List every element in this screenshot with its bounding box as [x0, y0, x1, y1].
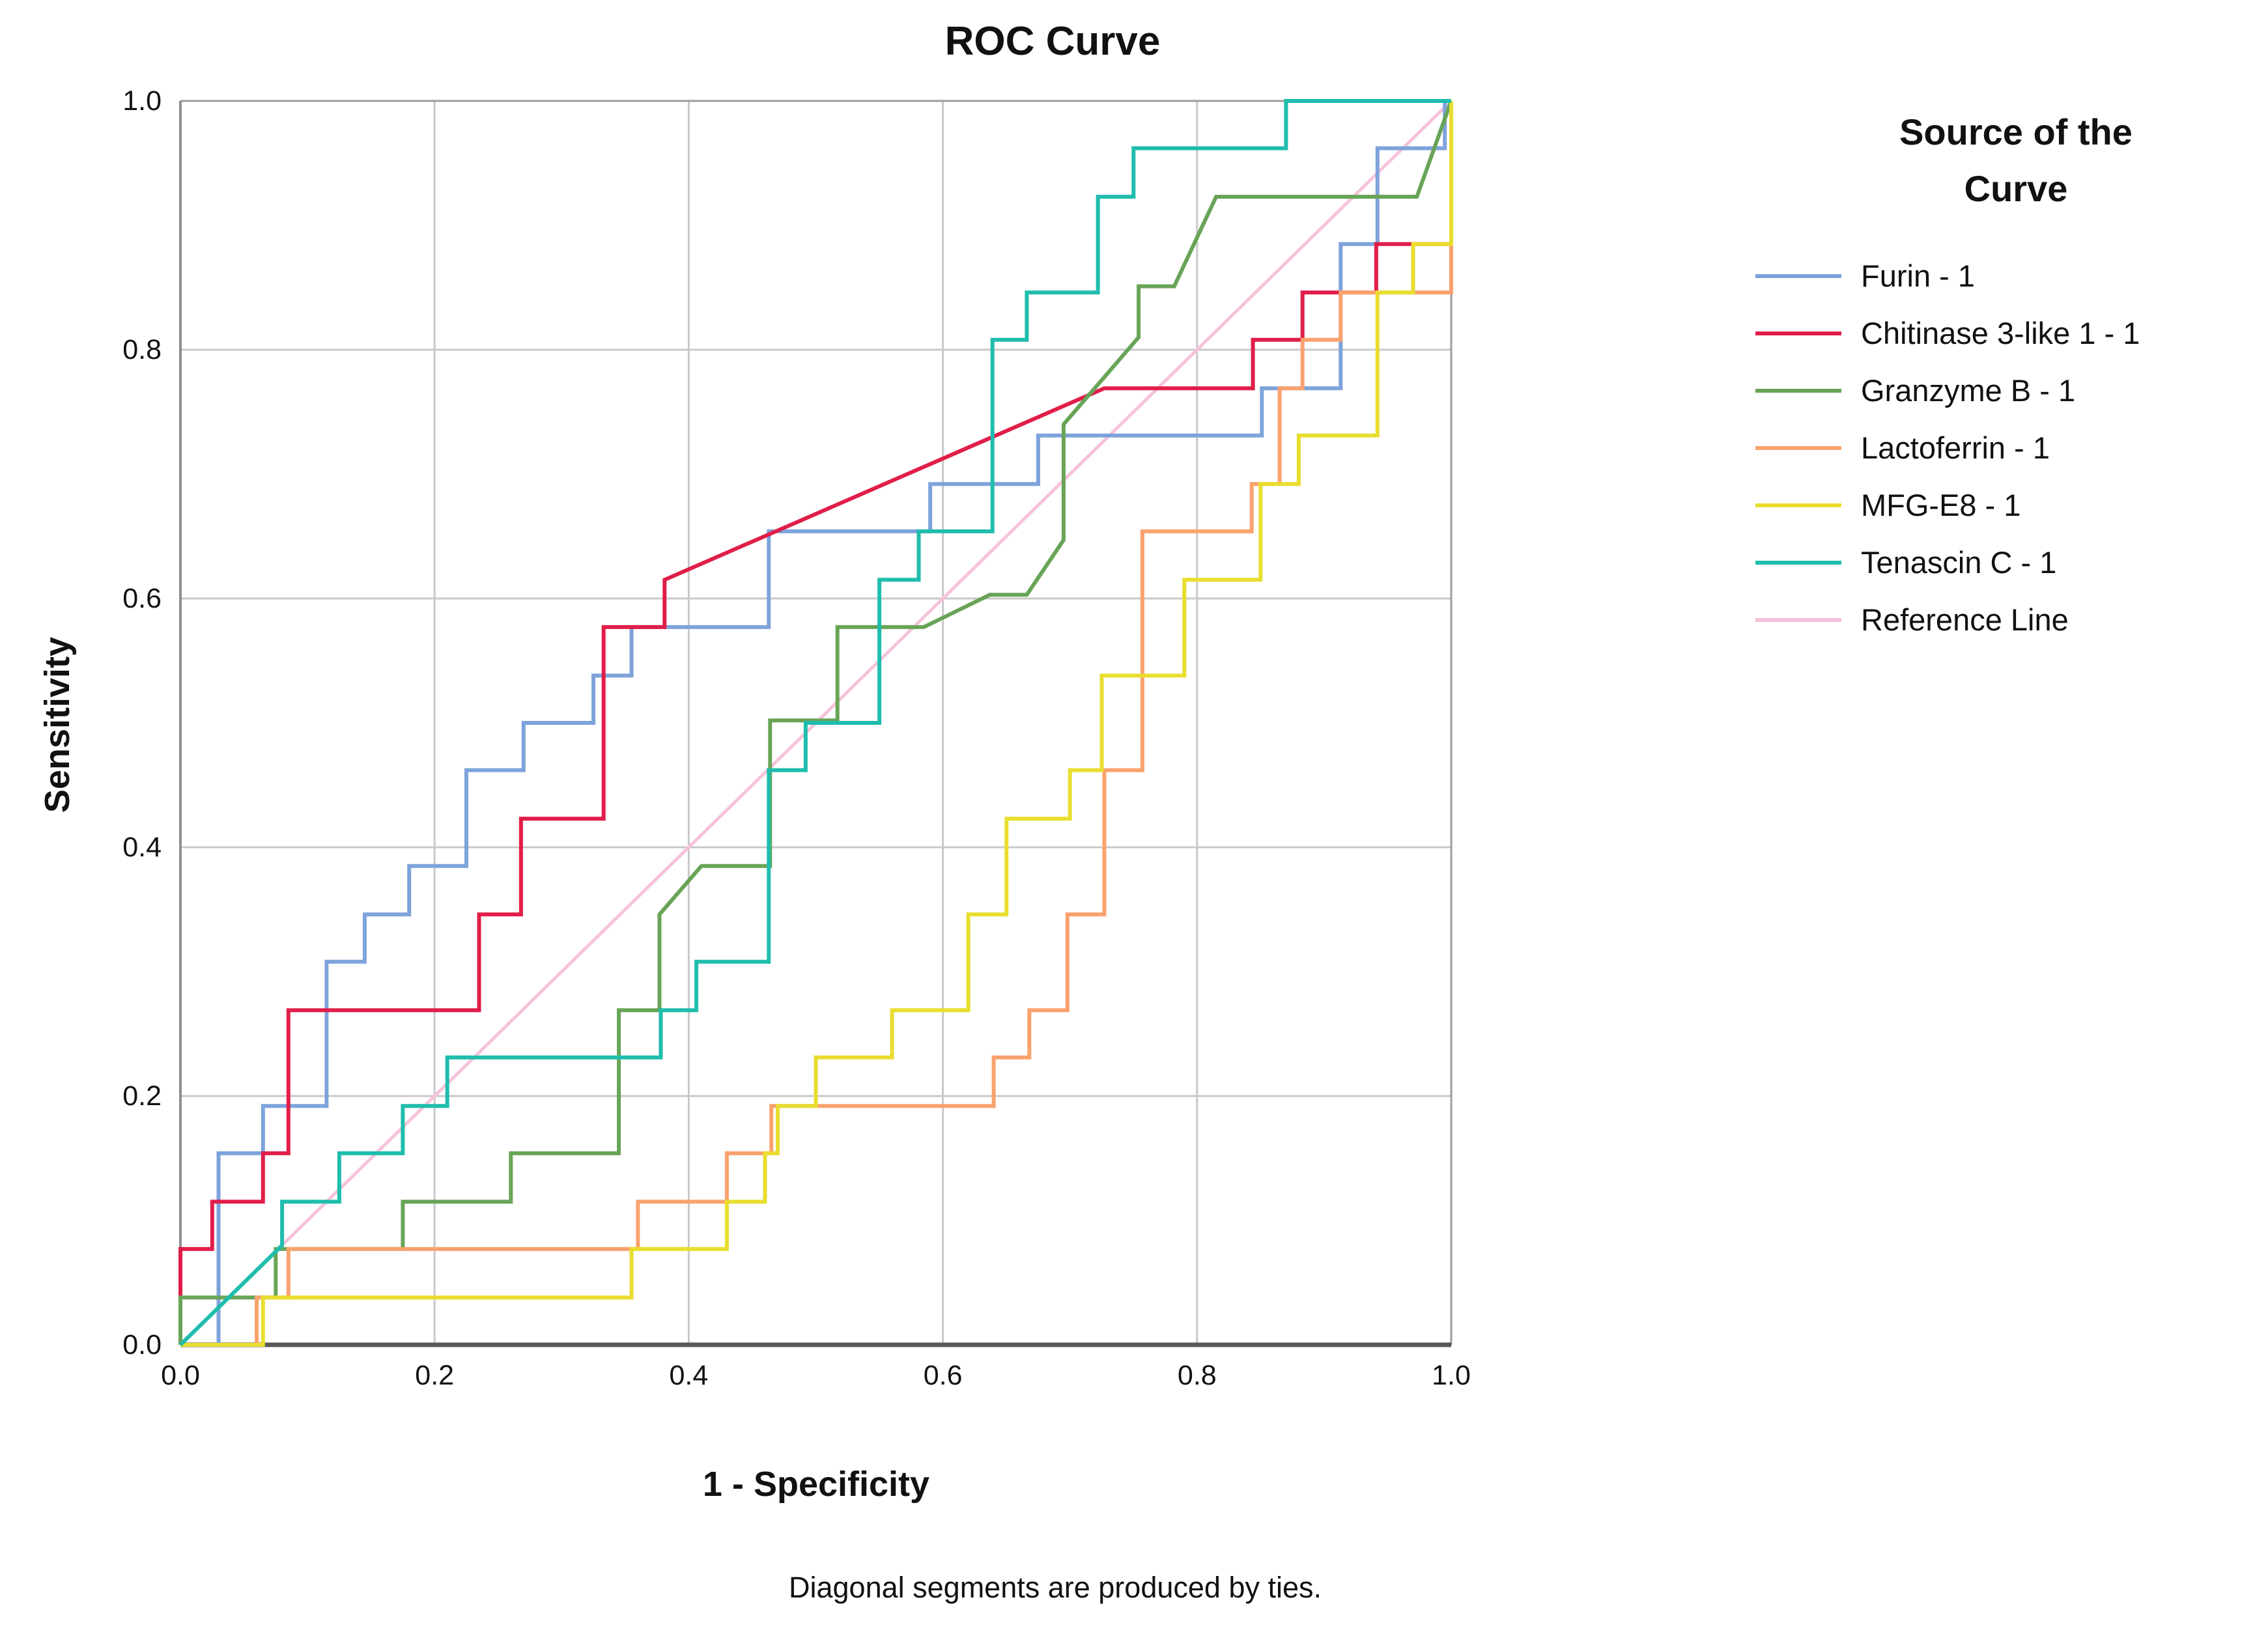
legend-item-chitinase: Chitinase 3-like 1 - 1: [1755, 305, 2268, 362]
legend-title-line1: Source of the: [1899, 111, 2133, 152]
legend-item-lactoferrin: Lactoferrin - 1: [1755, 419, 2268, 477]
curve-mfge8: [180, 101, 1453, 1347]
y-tick-label: 0.8: [122, 334, 162, 365]
legend-item-furin: Furin - 1: [1755, 247, 2268, 305]
legend-swatch-tenascin: [1755, 560, 1841, 565]
x-tick-label: 0.2: [415, 1360, 455, 1391]
legend-item-label: Chitinase 3-like 1 - 1: [1861, 316, 2140, 351]
legend-item-mfge8: MFG-E8 - 1: [1755, 477, 2268, 534]
curve-chitinase: [178, 101, 1453, 1345]
x-tick-label: 1.0: [1432, 1360, 1471, 1391]
y-tick-label: 0.2: [122, 1080, 162, 1112]
legend-swatch-chitinase: [1755, 331, 1841, 335]
legend-swatch-furin: [1755, 274, 1841, 278]
y-tick-label: 0.6: [122, 583, 162, 614]
x-tick-label: 0.6: [923, 1360, 963, 1391]
legend-item-label: Lactoferrin - 1: [1861, 430, 2050, 466]
legend: Source of the Curve Furin - 1 Chitinase 3…: [1755, 104, 2268, 649]
y-tick-label: 1.0: [122, 85, 162, 117]
legend-item-list: Furin - 1 Chitinase 3-like 1 - 1 Granzyme …: [1755, 247, 2268, 649]
x-tick-label: 0.4: [669, 1360, 709, 1391]
legend-item-label: Granzyme B - 1: [1861, 373, 2076, 408]
legend-swatch-mfge8: [1755, 503, 1841, 507]
legend-item-label: Tenascin C - 1: [1861, 545, 2057, 580]
legend-item-label: MFG-E8 - 1: [1861, 488, 2021, 523]
x-axis-title: 1 - Specificity: [702, 1465, 930, 1504]
legend-item-label: Reference Line: [1861, 602, 2069, 638]
legend-swatch-lactoferrin: [1755, 445, 1841, 450]
chart-footnote: Diagonal segments are produced by ties.: [789, 1571, 1322, 1604]
chart-title: ROC Curve: [944, 19, 1161, 64]
legend-item-granzyme: Granzyme B - 1: [1755, 362, 2268, 419]
y-axis-title: Sensitivity: [38, 636, 77, 813]
legend-title: Source of the Curve: [1755, 104, 2268, 218]
legend-title-line2: Curve: [1964, 167, 2068, 209]
y-tick-label: 0.4: [122, 832, 162, 863]
legend-item-tenascin: Tenascin C - 1: [1755, 534, 2268, 591]
x-tick-label: 0.8: [1177, 1360, 1217, 1391]
legend-swatch-granzyme: [1755, 388, 1841, 393]
curve-tenascin: [178, 99, 1451, 1347]
legend-swatch-reference: [1755, 617, 1841, 622]
legend-item-reference: Reference Line: [1755, 591, 2268, 649]
legend-item-label: Furin - 1: [1861, 259, 1975, 294]
y-tick-label: 0.0: [122, 1329, 162, 1360]
x-tick-label: 0.0: [161, 1360, 200, 1391]
